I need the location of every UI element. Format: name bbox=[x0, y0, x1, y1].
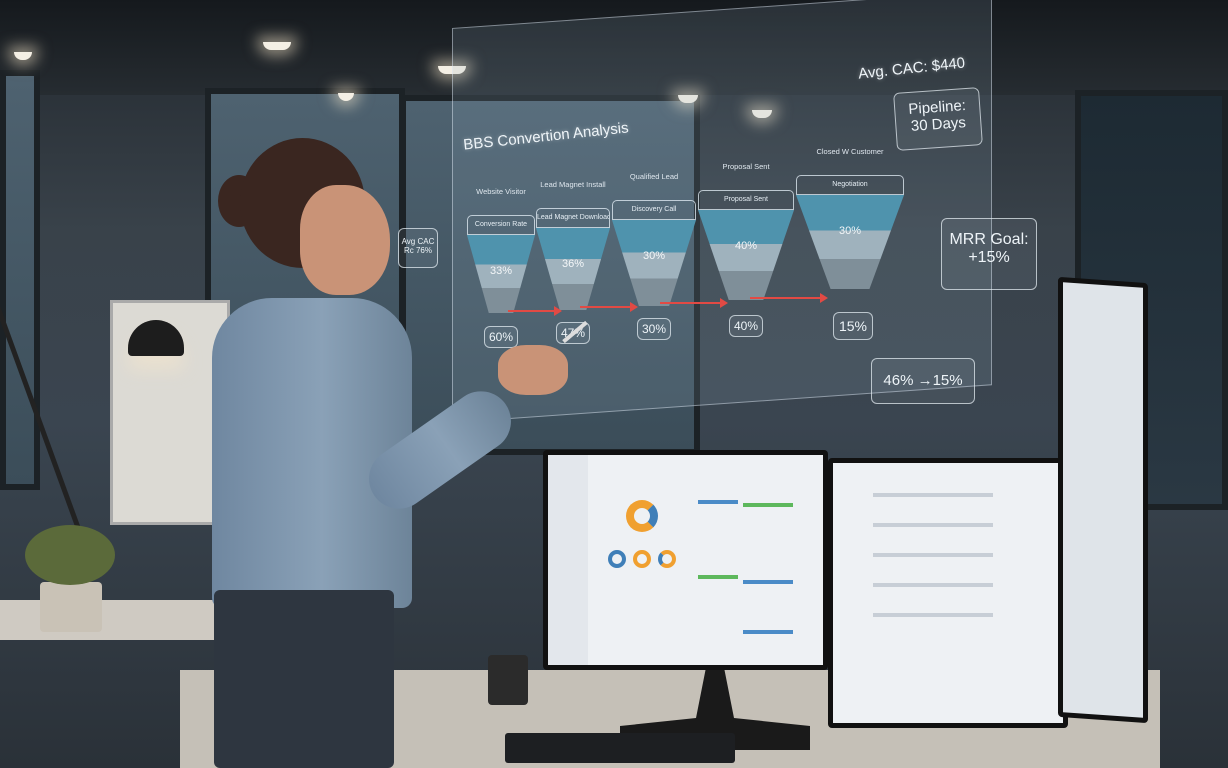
keyboard bbox=[505, 733, 735, 763]
ui-bar bbox=[873, 613, 993, 617]
flow-arrow bbox=[508, 306, 562, 316]
funnel-stage-label: Qualified Lead bbox=[629, 172, 679, 181]
plant-pot bbox=[40, 582, 102, 632]
funnel-stage: Discovery Call 30% bbox=[612, 200, 696, 306]
funnel-body bbox=[612, 220, 696, 306]
donut-chart bbox=[658, 550, 676, 568]
ceiling-light bbox=[338, 93, 354, 101]
funnel-stage: Lead Magnet Download 36% bbox=[536, 208, 610, 310]
ui-bar bbox=[743, 503, 793, 507]
funnel-header: Proposal Sent bbox=[698, 190, 794, 210]
donut-chart bbox=[626, 500, 658, 532]
pipeline-box: Pipeline: 30 Days bbox=[893, 87, 983, 151]
person-shirt bbox=[212, 298, 412, 608]
ceiling-light bbox=[14, 52, 32, 60]
funnel-header: Negotiation bbox=[796, 175, 904, 195]
side-box-line2: Rc 76% bbox=[403, 246, 432, 255]
side-box-line1: Avg CAC bbox=[401, 237, 435, 246]
flow-arrow bbox=[580, 302, 638, 312]
funnel-stage: Negotiation 30% bbox=[796, 175, 904, 289]
mrr-goal-label: MRR Goal: bbox=[949, 231, 1029, 248]
funnel-stage-label: Proposal Sent bbox=[722, 162, 770, 171]
funnel-percent: 36% bbox=[561, 258, 585, 270]
funnel-stage: Proposal Sent 40% bbox=[698, 190, 794, 300]
donut-chart bbox=[608, 550, 626, 568]
monitor-right bbox=[828, 458, 1068, 728]
funnel-percent: 40% bbox=[734, 240, 758, 252]
dashboard-sidebar bbox=[548, 455, 588, 665]
conversion-rate-box: 40% bbox=[729, 315, 763, 337]
ceiling bbox=[0, 0, 1228, 95]
person-pants bbox=[214, 590, 394, 768]
flow-arrow bbox=[660, 298, 728, 308]
funnel-stage-label: Lead Magnet Install bbox=[540, 180, 606, 189]
ui-bar bbox=[698, 500, 738, 504]
table-screen bbox=[833, 463, 1063, 723]
funnel-stage-label: Website Visitor bbox=[476, 187, 526, 196]
funnel-header: Lead Magnet Download bbox=[536, 208, 610, 228]
ceiling-light bbox=[438, 66, 466, 74]
ui-bar bbox=[873, 523, 993, 527]
ceiling-light bbox=[263, 42, 291, 50]
conversion-rate-box: 60% bbox=[484, 326, 518, 348]
donut-chart bbox=[633, 550, 651, 568]
ui-bar bbox=[873, 493, 993, 497]
flow-arrow bbox=[750, 293, 828, 303]
funnel-body bbox=[796, 195, 904, 289]
desk-plant-pot bbox=[488, 655, 528, 705]
mrr-goal-box: MRR Goal: +15% bbox=[941, 218, 1037, 290]
summary-box: 46% →15% bbox=[871, 358, 975, 404]
dashboard-screen bbox=[548, 455, 823, 665]
conversion-rate-box: 30% bbox=[637, 318, 671, 340]
monitor-left bbox=[543, 450, 828, 670]
plant bbox=[25, 525, 115, 585]
side-screen bbox=[1063, 282, 1143, 718]
mrr-goal-value: +15% bbox=[968, 249, 1010, 266]
funnel-header: Conversion Rate bbox=[467, 215, 535, 235]
ui-bar bbox=[743, 630, 793, 634]
desk-left bbox=[0, 600, 235, 640]
ui-bar bbox=[743, 580, 793, 584]
funnel-stage-label: Closed W Customer bbox=[816, 147, 884, 156]
ceiling-light bbox=[752, 110, 772, 118]
avg-cac-side-box: Avg CAC Rc 76% bbox=[398, 228, 438, 268]
funnel-body bbox=[698, 210, 794, 300]
funnel-header: Discovery Call bbox=[612, 200, 696, 220]
ceiling-light bbox=[678, 95, 698, 103]
window-far-left bbox=[0, 70, 40, 490]
ui-bar bbox=[873, 583, 993, 587]
hand bbox=[498, 345, 568, 395]
funnel-percent: 30% bbox=[838, 225, 862, 237]
ui-bar bbox=[873, 553, 993, 557]
ui-bar bbox=[698, 575, 738, 579]
monitor-side bbox=[1058, 276, 1148, 724]
face bbox=[300, 185, 390, 295]
funnel-percent: 33% bbox=[489, 265, 513, 277]
conversion-rate-box: 15% bbox=[833, 312, 873, 340]
funnel-percent: 30% bbox=[642, 250, 666, 262]
funnel-stage: Conversion Rate 33% bbox=[467, 215, 535, 313]
